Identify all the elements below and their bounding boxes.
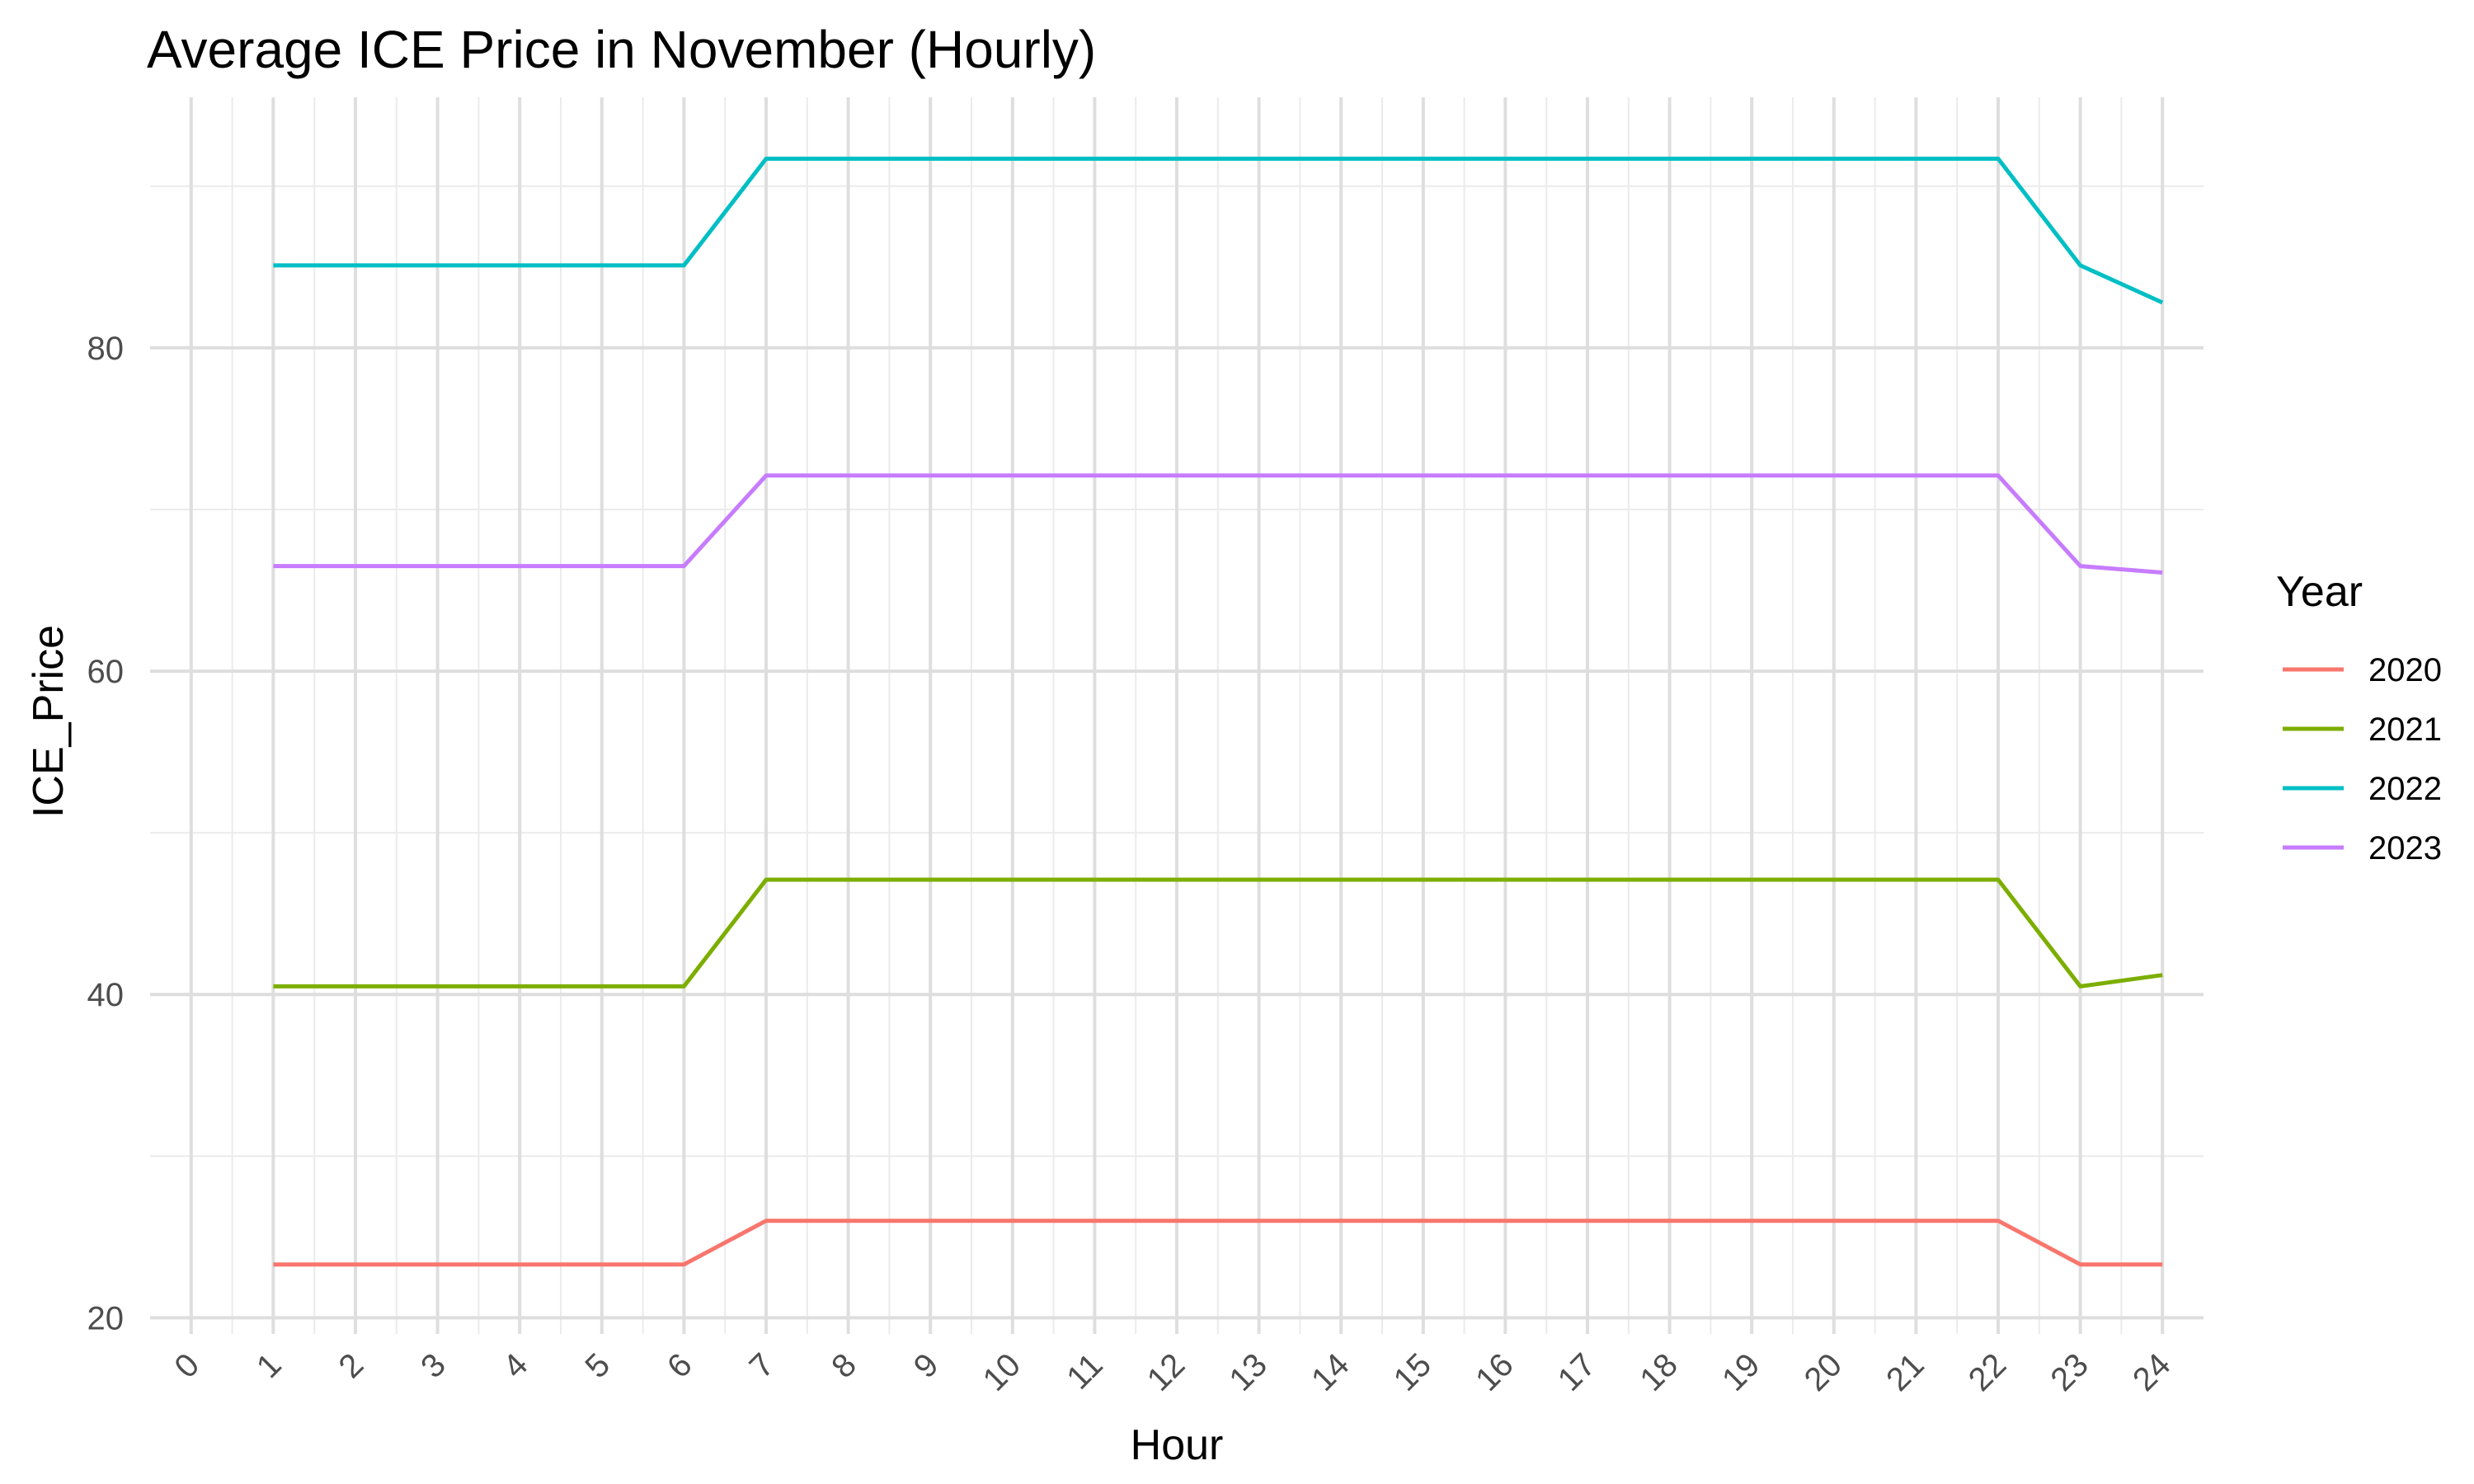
x-tick-label: 22 <box>1962 1346 2014 1398</box>
y-tick-label: 60 <box>87 654 125 690</box>
x-tick-label: 9 <box>907 1346 946 1385</box>
x-tick-label: 8 <box>825 1346 863 1385</box>
x-tick-label: 15 <box>1387 1346 1439 1398</box>
x-tick-label: 1 <box>250 1346 289 1385</box>
chart-title: Average ICE Price in November (Hourly) <box>147 20 1096 79</box>
legend-label-2020: 2020 <box>2368 652 2442 688</box>
y-tick-label: 40 <box>87 977 125 1013</box>
legend-label-2023: 2023 <box>2368 830 2442 866</box>
x-tick-label: 12 <box>1141 1346 1192 1398</box>
grid-major <box>150 97 2204 1334</box>
legend-label-2021: 2021 <box>2368 711 2442 748</box>
grid-minor <box>150 97 2204 1334</box>
x-tick-label: 20 <box>1798 1346 1850 1398</box>
legend-items: 2020 2021 2022 2023 <box>2283 652 2442 866</box>
series-lines <box>273 157 2164 1267</box>
x-tick-label: 6 <box>661 1346 699 1385</box>
x-tick-label: 21 <box>1879 1346 1931 1398</box>
x-tick-label: 24 <box>2126 1346 2178 1398</box>
x-tick-label: 3 <box>414 1346 453 1385</box>
x-tick-label: 17 <box>1551 1346 1603 1398</box>
series-line-2021 <box>273 877 2163 989</box>
y-axis-title: ICE_Price <box>25 625 73 818</box>
y-tick-label: 80 <box>87 331 125 367</box>
series-line-2023 <box>273 473 2163 575</box>
x-tick-label: 19 <box>1715 1346 1767 1398</box>
x-tick-label: 7 <box>743 1346 782 1385</box>
x-tick-label: 16 <box>1469 1346 1521 1398</box>
x-tick-label: 4 <box>496 1346 535 1385</box>
series-line-2022 <box>273 157 2164 305</box>
legend-label-2022: 2022 <box>2368 771 2442 807</box>
x-tick-label: 18 <box>1633 1346 1685 1398</box>
x-axis-title: Hour <box>1131 1421 1224 1469</box>
x-tick-label: 0 <box>167 1346 206 1385</box>
x-tick-label: 10 <box>976 1346 1028 1398</box>
x-tick-label: 11 <box>1060 1346 1109 1396</box>
legend: Year 2020 2021 2022 2023 <box>2276 568 2442 866</box>
x-tick-label: 5 <box>578 1346 617 1385</box>
x-tick-label: 13 <box>1222 1346 1274 1398</box>
y-axis-ticks: 20 40 60 80 <box>87 331 125 1336</box>
y-tick-label: 20 <box>87 1300 125 1336</box>
x-tick-label: 2 <box>332 1346 371 1385</box>
x-axis-ticks: 0 1 2 3 4 5 6 7 8 9 10 11 12 13 14 15 16 17 18 19 20 21 22 23 24 <box>167 1346 2177 1398</box>
x-tick-label: 23 <box>2044 1346 2095 1398</box>
legend-title: Year <box>2276 568 2363 616</box>
series-line-2020 <box>273 1219 2163 1267</box>
x-tick-label: 14 <box>1305 1346 1357 1398</box>
